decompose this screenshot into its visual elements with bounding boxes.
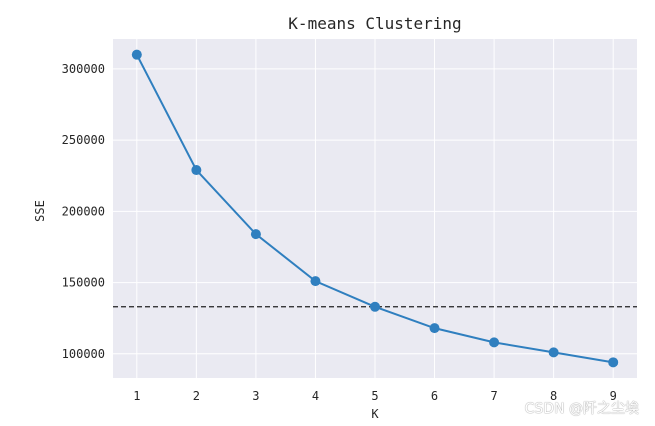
- series-sse: [131, 49, 619, 368]
- chart-title: K-means Clustering: [288, 14, 461, 33]
- x-tick-labels: 1 2 3 4 5 6 7 8 9: [133, 389, 617, 403]
- data-point: [608, 357, 619, 368]
- x-tick-label: 9: [610, 389, 617, 403]
- x-tick-label: 2: [193, 389, 200, 403]
- x-tick-label: 5: [371, 389, 378, 403]
- y-tick-label: 150000: [62, 276, 105, 290]
- y-tick-label: 200000: [62, 204, 105, 218]
- x-tick-label: 3: [252, 389, 259, 403]
- x-tick-label: 6: [431, 389, 438, 403]
- x-tick-label: 7: [490, 389, 497, 403]
- x-tick-label: 1: [133, 389, 140, 403]
- x-tick-label: 8: [550, 389, 557, 403]
- y-axis-label: SSE: [33, 200, 47, 222]
- watermark: CSDN @阡之尘埃: [524, 401, 639, 417]
- data-point: [370, 301, 380, 312]
- y-tick-label: 100000: [62, 347, 105, 361]
- x-tick-label: 4: [312, 389, 319, 403]
- y-tick-label: 250000: [62, 133, 105, 147]
- data-point: [191, 165, 202, 176]
- data-point: [489, 337, 500, 348]
- data-point: [250, 229, 261, 240]
- x-axis-label: K: [371, 407, 379, 421]
- data-point: [310, 276, 321, 287]
- y-tick-labels: 100000 150000 200000 250000 300000: [62, 62, 105, 361]
- y-tick-label: 300000: [62, 62, 105, 76]
- data-point: [131, 49, 142, 60]
- data-point: [429, 323, 440, 334]
- data-point: [548, 347, 559, 358]
